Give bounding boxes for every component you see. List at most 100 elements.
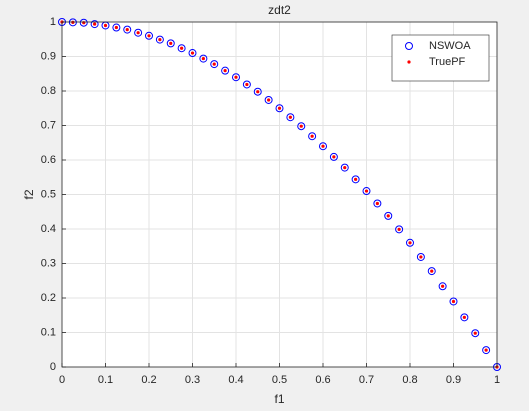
y-axis-label: f2 (22, 189, 36, 199)
point (90, 20, 99, 29)
point (329, 152, 338, 161)
point (462, 315, 466, 319)
point (406, 238, 414, 247)
point (169, 41, 173, 45)
point (82, 21, 86, 25)
point (375, 201, 379, 206)
x-tick-label: 0.1 (98, 374, 113, 386)
point (343, 165, 347, 170)
marks (58, 18, 501, 371)
point (201, 56, 205, 61)
point (245, 82, 249, 87)
point (362, 187, 371, 196)
point (210, 60, 219, 69)
point (427, 267, 436, 276)
point (286, 113, 295, 122)
x-tick-label: 1 (494, 374, 500, 386)
point (471, 329, 480, 338)
y-tick-label: 0.2 (41, 292, 56, 304)
point (384, 211, 393, 220)
x-tick-label: 0 (59, 374, 65, 386)
point (310, 134, 314, 138)
point (308, 132, 317, 141)
legend-label: TruePF (429, 56, 466, 68)
point (188, 49, 197, 58)
point (234, 75, 238, 79)
point (155, 35, 164, 44)
point (430, 269, 434, 273)
x-tick-label: 0.2 (141, 374, 156, 386)
point (180, 46, 184, 50)
point (79, 18, 88, 27)
point (395, 225, 404, 234)
y-tick-label: 0.6 (41, 154, 56, 166)
point (484, 348, 488, 352)
point (449, 297, 458, 306)
x-tick-label: 0.7 (359, 374, 374, 386)
point (288, 115, 292, 119)
point (340, 163, 349, 172)
point (145, 31, 153, 40)
point (451, 299, 456, 304)
point (125, 27, 129, 32)
x-tick-label: 0.5 (272, 374, 287, 386)
x-tick-label: 0.8 (402, 374, 417, 386)
point (264, 95, 273, 104)
point (103, 23, 108, 28)
point (460, 313, 469, 322)
point (136, 31, 140, 35)
point (408, 241, 412, 245)
point (242, 80, 251, 89)
point (256, 90, 260, 94)
legend-marker (407, 60, 411, 64)
point (419, 255, 423, 259)
point (212, 62, 216, 66)
point (166, 39, 175, 48)
y-tick-label: 0.5 (41, 188, 56, 200)
point (267, 98, 271, 102)
point (147, 34, 151, 38)
legend-marker (405, 42, 413, 50)
point (416, 252, 425, 261)
point (275, 104, 284, 113)
point (364, 189, 369, 193)
point (190, 51, 195, 55)
y-tick-label: 0.3 (41, 257, 56, 269)
point (299, 124, 303, 128)
point (277, 106, 282, 110)
legend: NSWOA TruePF (391, 34, 490, 82)
point (223, 69, 227, 73)
point (441, 284, 445, 288)
point (319, 142, 327, 151)
point (199, 54, 208, 63)
chart-title: zdt2 (268, 3, 291, 17)
x-axis-label: f1 (274, 392, 284, 406)
point (158, 37, 162, 42)
point (386, 214, 390, 218)
x-tick-label: 0.4 (228, 374, 243, 386)
y-tick-label: 0 (50, 361, 56, 373)
y-tick-label: 0.7 (41, 119, 56, 131)
point (438, 282, 447, 291)
point (114, 25, 118, 30)
point (297, 122, 306, 131)
point (221, 66, 230, 75)
y-tick-label: 0.8 (41, 85, 56, 97)
x-tick-label: 0.6 (315, 374, 330, 386)
point (373, 199, 382, 208)
x-tick-label: 0.9 (446, 374, 461, 386)
point (253, 87, 262, 96)
y-tick-label: 1 (50, 16, 56, 28)
point (232, 73, 240, 82)
point (332, 155, 336, 159)
y-tick-label: 0.9 (41, 50, 56, 62)
x-tick-label: 0.3 (185, 374, 200, 386)
point (351, 175, 360, 184)
point (123, 25, 132, 34)
y-tick-label: 0.1 (41, 326, 56, 338)
y-tick-label: 0.4 (41, 223, 56, 235)
point (397, 227, 401, 231)
legend-label: NSWOA (429, 40, 471, 52)
point (134, 28, 143, 37)
